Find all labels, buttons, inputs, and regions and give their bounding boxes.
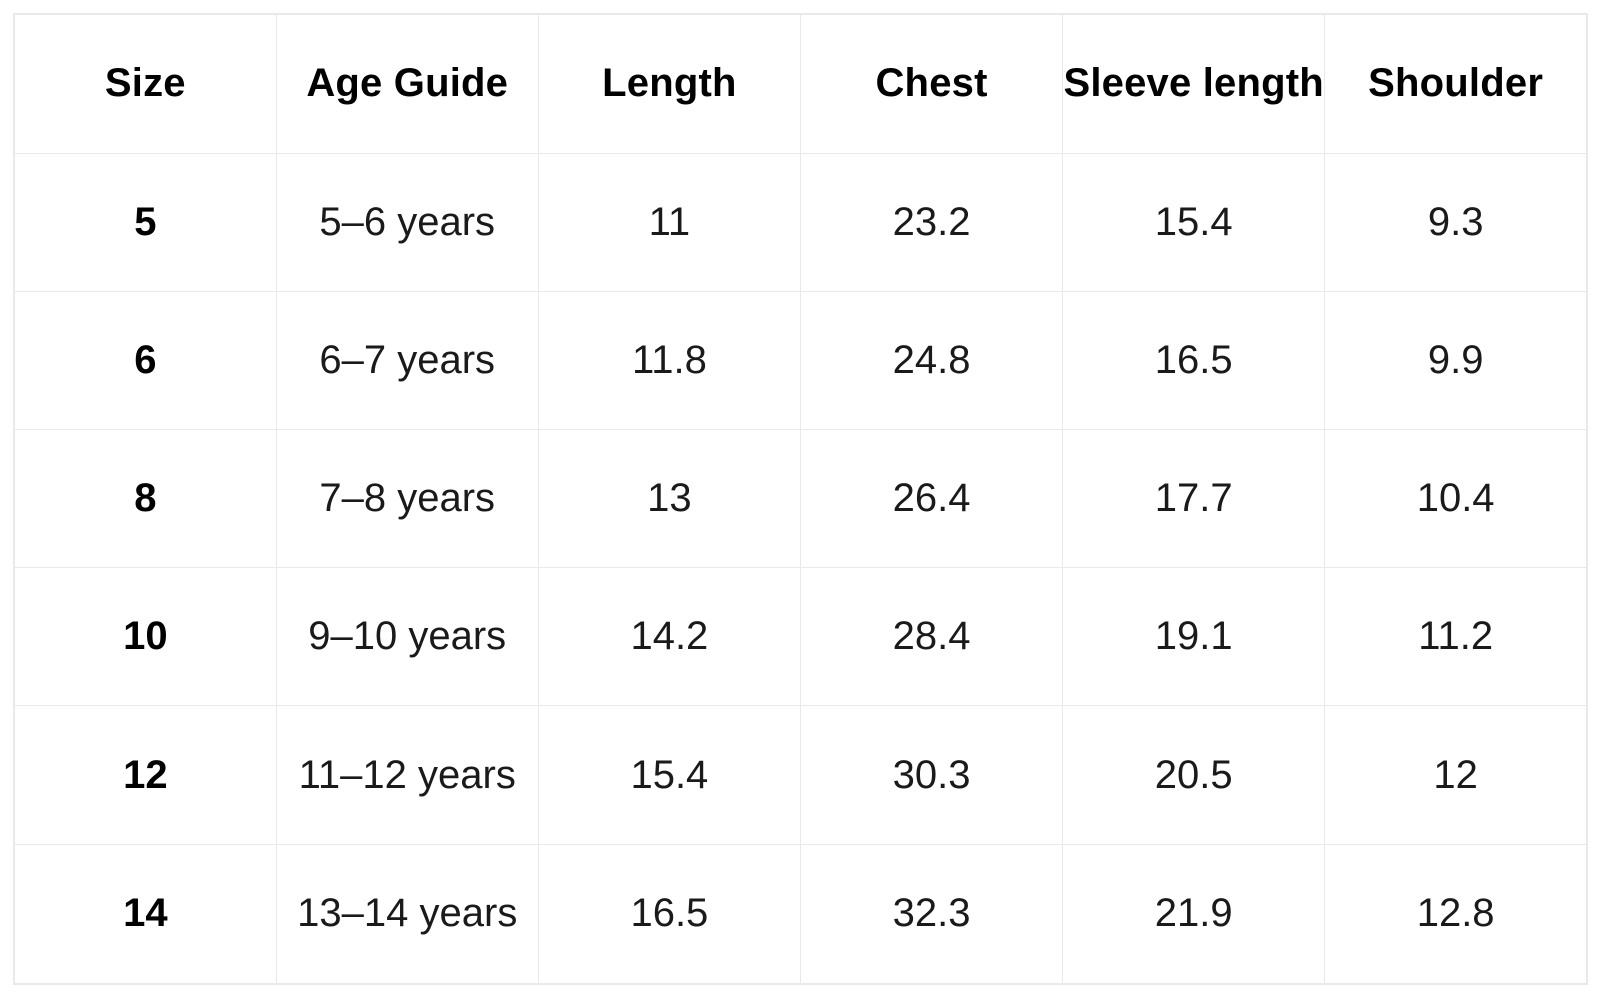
table-row: 6 6–7 years 11.8 24.8 16.5 9.9 [13,290,1588,430]
cell-size: 5 [13,152,277,292]
table-row: 5 5–6 years 11 23.2 15.4 9.3 [13,152,1588,292]
table-row: 10 9–10 years 14.2 28.4 19.1 11.2 [13,567,1588,707]
cell-chest: 26.4 [799,428,1064,569]
cell-shoulder: 11.2 [1324,567,1588,707]
cell-sleeve-length: 21.9 [1062,843,1326,985]
cell-length: 11.8 [537,290,801,430]
cell-size: 8 [13,428,277,569]
cell-age-guide: 7–8 years [275,428,539,569]
size-chart: Size Age Guide Length Chest Sleeve lengt… [13,13,1588,985]
cell-size: 12 [13,705,277,845]
table-body: 5 5–6 years 11 23.2 15.4 9.3 6 6–7 years… [13,152,1588,985]
table-header: Size Age Guide Length Chest Sleeve lengt… [13,13,1588,154]
cell-age-guide: 6–7 years [275,290,539,430]
cell-length: 16.5 [537,843,801,985]
cell-shoulder: 12.8 [1324,843,1588,985]
cell-sleeve-length: 17.7 [1062,428,1326,569]
cell-sleeve-length: 20.5 [1062,705,1326,845]
cell-length: 14.2 [537,567,801,707]
cell-sleeve-length: 15.4 [1062,152,1326,292]
cell-size: 14 [13,843,277,985]
column-header-shoulder: Shoulder [1324,13,1588,154]
cell-length: 11 [537,152,801,292]
cell-size: 10 [13,567,277,707]
column-header-length: Length [537,13,801,154]
table-row: 8 7–8 years 13 26.4 17.7 10.4 [13,428,1588,569]
cell-chest: 30.3 [799,705,1064,845]
size-chart-table: Size Age Guide Length Chest Sleeve lengt… [13,13,1588,985]
cell-age-guide: 11–12 years [275,705,539,845]
cell-sleeve-length: 16.5 [1062,290,1326,430]
column-header-size: Size [13,13,277,154]
cell-shoulder: 12 [1324,705,1588,845]
cell-chest: 32.3 [799,843,1064,985]
cell-age-guide: 9–10 years [275,567,539,707]
cell-sleeve-length: 19.1 [1062,567,1326,707]
cell-shoulder: 9.3 [1324,152,1588,292]
column-header-sleeve-length: Sleeve length [1062,13,1326,154]
cell-age-guide: 5–6 years [275,152,539,292]
cell-age-guide: 13–14 years [275,843,539,985]
cell-length: 15.4 [537,705,801,845]
cell-length: 13 [537,428,801,569]
column-header-age-guide: Age Guide [275,13,539,154]
header-row: Size Age Guide Length Chest Sleeve lengt… [13,13,1588,154]
cell-chest: 24.8 [799,290,1064,430]
cell-shoulder: 9.9 [1324,290,1588,430]
cell-shoulder: 10.4 [1324,428,1588,569]
cell-size: 6 [13,290,277,430]
column-header-chest: Chest [799,13,1064,154]
cell-chest: 28.4 [799,567,1064,707]
cell-chest: 23.2 [799,152,1064,292]
table-row: 12 11–12 years 15.4 30.3 20.5 12 [13,705,1588,845]
table-row: 14 13–14 years 16.5 32.3 21.9 12.8 [13,843,1588,985]
